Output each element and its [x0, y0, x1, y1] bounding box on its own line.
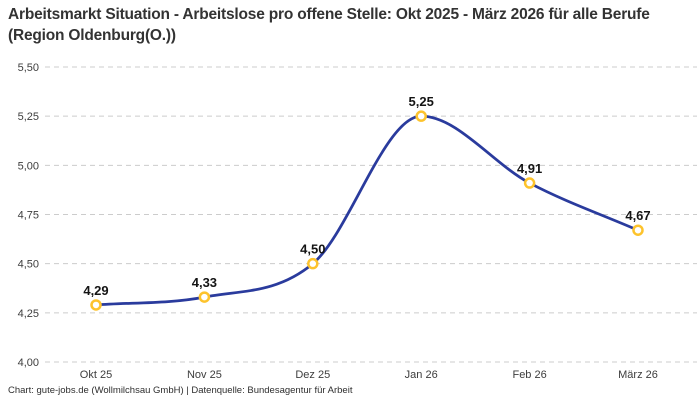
data-point-value-label: 4,50 [300, 242, 325, 257]
y-axis-tick-label: 4,00 [18, 357, 39, 369]
chart-title: Arbeitsmarkt Situation - Arbeitslose pro… [8, 6, 650, 44]
data-point-value-label: 5,25 [409, 94, 434, 109]
x-axis-tick-label: Nov 25 [187, 369, 222, 381]
y-axis-tick-label: 5,50 [18, 62, 39, 74]
x-axis-tick-label: März 26 [618, 369, 658, 381]
y-axis-tick-label: 4,25 [18, 308, 39, 320]
series-line [94, 114, 640, 307]
x-axis-tick-label: Dez 25 [295, 369, 330, 381]
data-point-marker [415, 110, 427, 122]
y-axis-tick-label: 5,25 [18, 111, 39, 123]
x-axis-tick-label: Jan 26 [405, 369, 438, 381]
y-axis-tick-label: 4,75 [18, 210, 39, 222]
data-point-value-label: 4,33 [192, 275, 217, 290]
y-axis-tick-label: 4,50 [18, 259, 39, 271]
chart-attribution: Chart: gute-jobs.de (Wollmilchsau GmbH) … [8, 385, 353, 396]
data-point-marker [307, 257, 319, 270]
data-point-marker [198, 291, 211, 303]
x-axis-tick-label: Feb 26 [512, 369, 546, 381]
data-point-value-label: 4,91 [517, 161, 542, 176]
data-point-marker [523, 177, 536, 189]
data-point-value-label: 4,29 [83, 283, 108, 298]
data-point-marker [90, 299, 102, 311]
y-axis-tick-label: 5,00 [18, 160, 39, 172]
data-point-marker [632, 224, 644, 236]
x-axis-tick-label: Okt 25 [80, 369, 112, 381]
data-point-value-label: 4,67 [625, 208, 650, 223]
